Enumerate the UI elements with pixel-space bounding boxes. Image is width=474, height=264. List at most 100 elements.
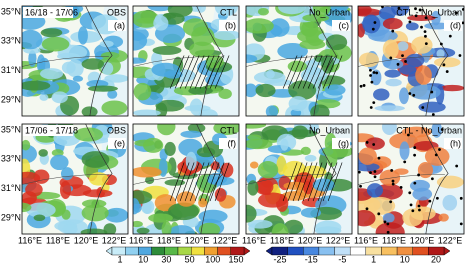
precip-patch xyxy=(415,65,432,85)
colorbar-end xyxy=(265,246,273,256)
precip-patch xyxy=(167,202,199,221)
precip-patch xyxy=(196,147,216,158)
y-axis-label: 31°N xyxy=(1,65,21,75)
precip-patch xyxy=(33,214,46,222)
precip-patch xyxy=(374,105,405,112)
colorbar-cell xyxy=(230,246,245,256)
dot xyxy=(408,92,412,95)
dot xyxy=(369,74,372,77)
dot xyxy=(458,54,462,57)
precip-patch xyxy=(382,17,403,30)
source: OBS xyxy=(107,7,126,17)
source: CTL - No_Urban xyxy=(396,125,462,135)
precip-patch xyxy=(438,213,449,222)
precip-patch xyxy=(168,225,196,234)
precip-patch xyxy=(247,219,273,229)
precip-patch xyxy=(365,137,385,150)
hatch xyxy=(214,55,230,89)
dot xyxy=(373,21,377,24)
dot xyxy=(391,29,395,33)
y-axis-label: 31°N xyxy=(1,183,21,193)
hatch xyxy=(317,162,333,202)
precip-patch xyxy=(418,101,446,113)
dot xyxy=(397,6,401,10)
precip-patch xyxy=(74,127,104,142)
precip-patch xyxy=(324,84,346,96)
x-axis-label: 120°E xyxy=(298,235,323,245)
precip-patch xyxy=(82,189,113,198)
panel-label: (e) xyxy=(114,138,125,148)
dot xyxy=(438,148,441,151)
river xyxy=(22,56,109,67)
precip-patch xyxy=(399,87,409,105)
hatch xyxy=(209,55,225,89)
precip-patch xyxy=(25,182,43,197)
precip-patch xyxy=(213,30,239,41)
precip-patch xyxy=(246,124,267,129)
precip-patch xyxy=(87,85,118,92)
period: 17/06 - 17/18 xyxy=(25,125,78,135)
map-panel xyxy=(358,6,464,116)
precip-patch xyxy=(366,183,384,198)
precip-patch xyxy=(22,139,31,151)
colorbar-cell xyxy=(428,246,445,256)
precip-patch xyxy=(26,202,56,218)
precip-patch xyxy=(101,100,128,116)
precip-patch xyxy=(255,178,274,195)
precip-patch xyxy=(153,15,169,31)
precip-patch xyxy=(104,74,128,83)
hatch xyxy=(204,162,220,202)
dot xyxy=(375,71,379,75)
precip-patch xyxy=(368,29,398,42)
dot xyxy=(431,113,435,116)
dot xyxy=(445,70,449,73)
coastline xyxy=(85,6,113,116)
y-axis-label: 29°N xyxy=(1,94,21,104)
coastline xyxy=(421,124,449,234)
precip-patch xyxy=(257,7,269,16)
hatch xyxy=(287,162,303,202)
dot xyxy=(362,84,366,87)
dot xyxy=(359,84,363,88)
dot xyxy=(391,179,395,183)
dot xyxy=(411,209,415,213)
colorbar-tick: -5 xyxy=(338,254,346,264)
source: No_Urban xyxy=(309,125,350,135)
dot xyxy=(461,7,464,11)
dot xyxy=(383,220,387,224)
precip-patch xyxy=(319,151,328,172)
precip-patch xyxy=(382,212,395,224)
hatch xyxy=(317,55,333,89)
precip-patch xyxy=(358,162,380,172)
precip-patch xyxy=(253,71,286,84)
dot xyxy=(359,184,362,188)
dot xyxy=(414,7,417,11)
dot xyxy=(403,160,407,164)
label-box xyxy=(444,20,462,31)
precip-patch xyxy=(107,89,118,99)
precip-patch xyxy=(66,59,84,78)
source: CTL - No_Urban xyxy=(396,7,462,17)
coastline xyxy=(421,6,449,116)
precip-patch xyxy=(180,130,203,138)
precip-patch xyxy=(133,220,143,228)
precip-patch xyxy=(312,6,331,17)
dot xyxy=(381,6,384,9)
panel-frame xyxy=(21,123,129,235)
dot xyxy=(461,21,464,25)
hatch xyxy=(199,162,215,202)
hatch xyxy=(214,162,230,202)
precip-patch xyxy=(407,14,436,21)
precip-patch xyxy=(405,53,425,68)
colorbar-end xyxy=(105,246,113,256)
dot xyxy=(372,143,376,146)
precip-patch xyxy=(363,196,396,215)
hatch xyxy=(287,55,303,89)
precip-patch xyxy=(39,93,49,101)
hatch xyxy=(312,55,328,89)
precip-patch xyxy=(38,149,48,157)
y-axis-label: 33°N xyxy=(1,154,21,164)
panel-frame xyxy=(132,123,240,235)
dot xyxy=(371,27,375,31)
